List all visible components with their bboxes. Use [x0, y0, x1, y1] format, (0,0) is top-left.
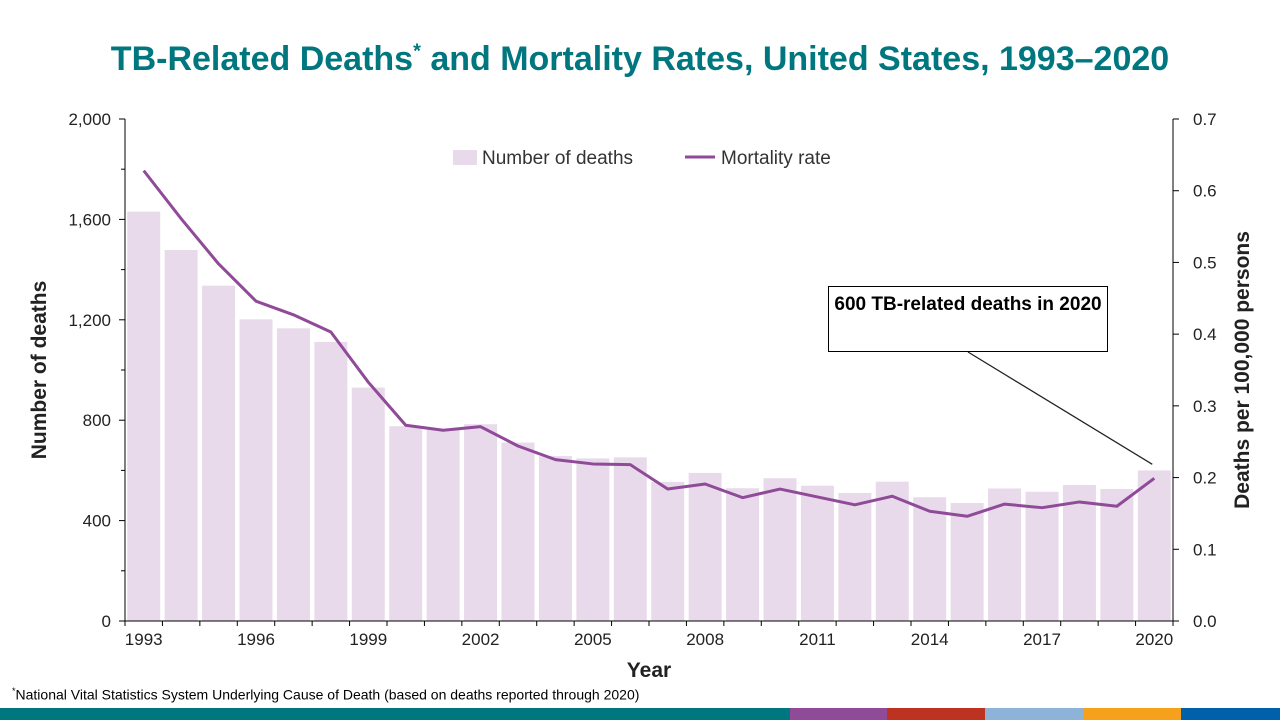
bar-2001 [426, 429, 460, 621]
left-tick-label: 2,000 [68, 110, 111, 129]
left-tick-label: 1,200 [68, 311, 111, 330]
stripe-segment [1083, 708, 1181, 720]
bar-2020 [1137, 470, 1171, 621]
x-tick-label: 2020 [1135, 630, 1173, 649]
callout-box: 600 TB-related deaths in 2020 [828, 286, 1108, 352]
bar-2012 [838, 492, 872, 621]
bar-1999 [351, 387, 385, 621]
bar-2016 [988, 488, 1022, 621]
right-tick-label: 0.3 [1193, 397, 1217, 416]
stripe-segment [790, 708, 887, 720]
stripe-segment [985, 708, 1083, 720]
bar-1993 [127, 211, 161, 621]
legend-label-bars: Number of deaths [482, 148, 633, 169]
title-marker: * [413, 40, 421, 63]
bar-2008 [688, 472, 722, 621]
bar-2017 [1025, 491, 1059, 621]
bar-2002 [464, 424, 498, 621]
x-tick-label: 1996 [237, 630, 275, 649]
right-tick-label: 0.4 [1193, 325, 1217, 344]
title-rest: and Mortality Rates, United States, 1993… [420, 40, 1170, 78]
bar-1996 [239, 319, 273, 621]
stripe-segment [1181, 708, 1280, 720]
bar-2009 [726, 488, 760, 621]
stripe-segment [0, 708, 790, 720]
title-main: TB-Related Deaths [110, 40, 414, 78]
left-tick-label: 400 [83, 512, 111, 531]
x-tick-label: 2017 [1023, 630, 1061, 649]
x-axis-title: Year [627, 659, 671, 682]
legend-swatch-bars [453, 150, 477, 165]
bar-1994 [164, 250, 198, 621]
bar-2019 [1100, 488, 1134, 621]
x-tick-label: 1993 [125, 630, 163, 649]
bar-2011 [800, 485, 834, 621]
right-tick-label: 0.1 [1193, 540, 1217, 559]
bar-2014 [913, 497, 947, 621]
bar-1997 [276, 328, 310, 621]
x-tick-label: 1999 [349, 630, 387, 649]
bar-2007 [651, 481, 685, 621]
footnote-marker: * [12, 686, 16, 696]
bar-1995 [202, 285, 236, 621]
legend-label-line: Mortality rate [721, 148, 831, 169]
bar-2010 [763, 478, 797, 621]
bar-2015 [950, 503, 984, 621]
right-tick-label: 0.0 [1193, 612, 1217, 631]
bar-1998 [314, 341, 348, 621]
mortality-rate-line [142, 169, 1156, 518]
bar-2003 [501, 442, 535, 621]
x-tick-label: 2014 [911, 630, 949, 649]
x-tick-label: 2005 [574, 630, 612, 649]
left-tick-label: 1,600 [68, 210, 111, 229]
x-tick-label: 2008 [686, 630, 724, 649]
bar-2000 [389, 426, 423, 621]
bar-2013 [875, 481, 909, 621]
x-tick-label: 2011 [799, 630, 836, 649]
chart-title: TB-Related Deaths* and Mortality Rates, … [0, 40, 1280, 79]
bar-2004 [538, 456, 572, 621]
y2-axis-title: Deaths per 100,000 persons [1231, 231, 1254, 509]
stripe-segment [887, 708, 985, 720]
left-tick-label: 800 [83, 411, 111, 430]
callout-leader-line [967, 351, 1153, 465]
color-stripe [0, 708, 1280, 720]
x-tick-label: 2002 [462, 630, 500, 649]
right-tick-label: 0.5 [1193, 253, 1217, 272]
right-tick-label: 0.2 [1193, 469, 1217, 488]
right-tick-label: 0.7 [1193, 110, 1217, 129]
footnote: *National Vital Statistics System Underl… [12, 686, 639, 703]
bar-2005 [576, 458, 610, 621]
y-axis-title: Number of deaths [28, 281, 51, 460]
left-tick-label: 0 [102, 612, 111, 631]
footnote-text: National Vital Statistics System Underly… [15, 686, 640, 703]
right-tick-label: 0.6 [1193, 182, 1217, 201]
bar-2006 [613, 457, 647, 621]
bar-2018 [1062, 484, 1096, 621]
